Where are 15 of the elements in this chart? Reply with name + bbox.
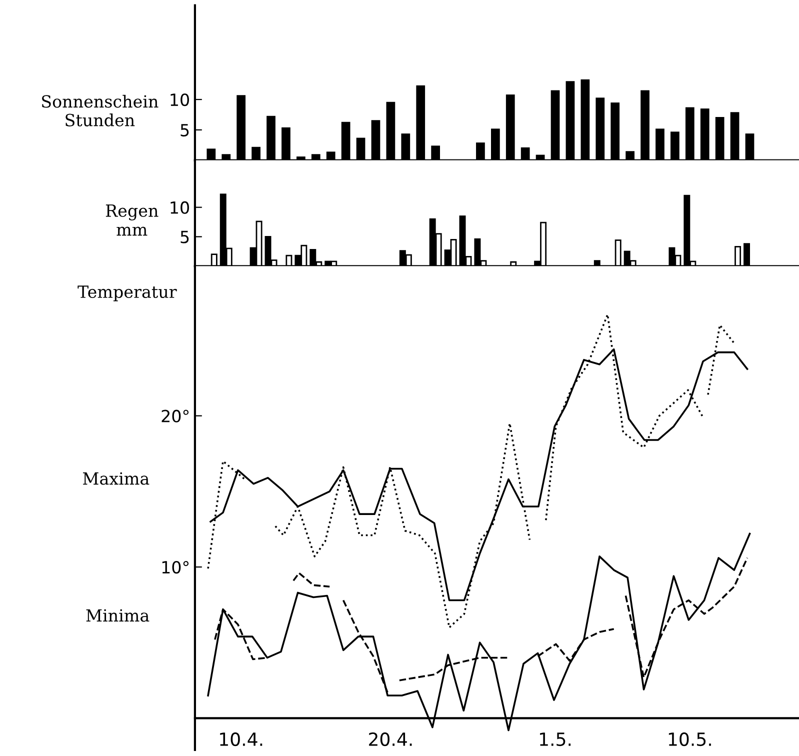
text: Maxima xyxy=(83,472,150,485)
y-axis-title: Regen mm xyxy=(106,204,158,236)
text: Minima xyxy=(86,609,150,622)
x-tick-label: 10.5. xyxy=(668,732,711,746)
y-tick-label: 10 xyxy=(170,201,189,214)
y-tick-label: 5 xyxy=(180,124,189,136)
y-tick-label: 20° xyxy=(162,410,189,422)
y-axis-title: Sonnenschein Stunden xyxy=(42,94,158,126)
x-tick-label: 10.4. xyxy=(220,732,262,746)
y-tick-label: 10 xyxy=(170,93,189,106)
x-tick-label: 1.5. xyxy=(540,732,571,746)
x-tick-label: 20.4. xyxy=(369,732,412,746)
y-tick-label: 10° xyxy=(162,560,189,574)
y-axis-title: Temperatur xyxy=(78,286,177,302)
y-tick-label: 5 xyxy=(180,230,189,244)
